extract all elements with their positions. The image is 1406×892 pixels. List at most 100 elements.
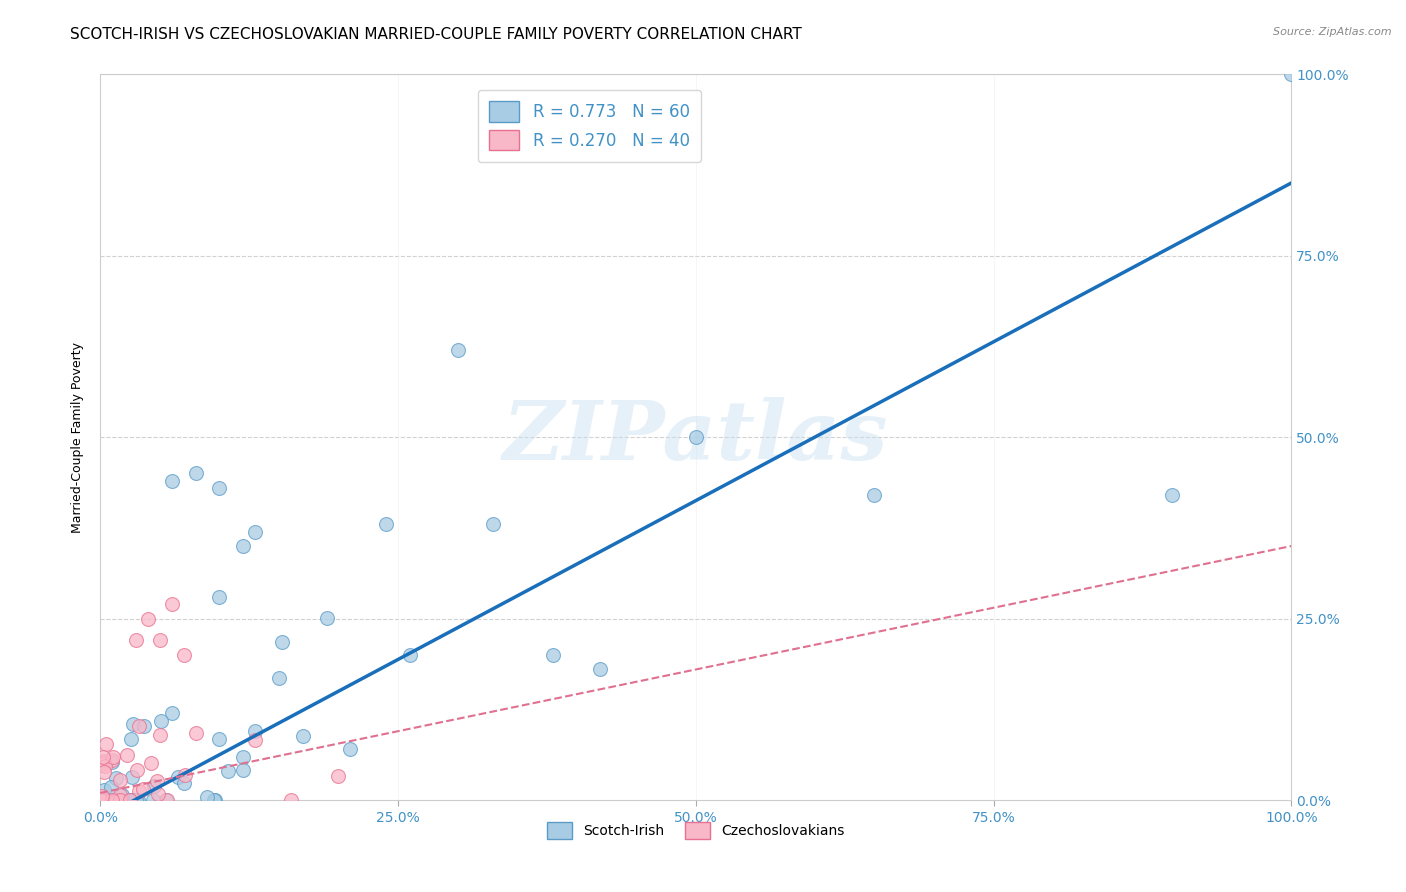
- Point: [107, 793, 129, 807]
- Point: [142, 793, 165, 807]
- Point: [315, 611, 337, 625]
- Point: [94, 793, 117, 807]
- Point: [124, 793, 146, 807]
- Point: [101, 793, 124, 807]
- Point: [93, 793, 115, 807]
- Point: [146, 773, 169, 788]
- Point: [100, 753, 122, 767]
- Point: [108, 793, 131, 807]
- Point: [399, 648, 422, 662]
- Point: [117, 793, 139, 807]
- Point: [232, 539, 254, 553]
- Point: [112, 793, 135, 807]
- Point: [243, 733, 266, 747]
- Point: [101, 750, 124, 764]
- Point: [232, 763, 254, 777]
- Point: [173, 775, 195, 789]
- Point: [589, 663, 612, 677]
- Point: [90, 789, 112, 803]
- Point: [160, 597, 183, 611]
- Point: [160, 474, 183, 488]
- Point: [93, 783, 115, 797]
- Point: [863, 488, 886, 502]
- Point: [204, 793, 226, 807]
- Point: [96, 793, 118, 807]
- Point: [111, 793, 134, 807]
- Text: Source: ZipAtlas.com: Source: ZipAtlas.com: [1274, 27, 1392, 37]
- Point: [93, 793, 115, 807]
- Point: [291, 729, 314, 743]
- Point: [146, 787, 169, 801]
- Point: [93, 756, 115, 770]
- Point: [208, 481, 231, 495]
- Point: [173, 648, 195, 662]
- Point: [139, 756, 162, 770]
- Point: [208, 590, 231, 604]
- Point: [280, 793, 302, 807]
- Point: [131, 781, 153, 796]
- Point: [243, 723, 266, 738]
- Point: [132, 719, 155, 733]
- Point: [136, 612, 159, 626]
- Point: [117, 747, 139, 762]
- Text: SCOTCH-IRISH VS CZECHOSLOVAKIAN MARRIED-COUPLE FAMILY POVERTY CORRELATION CHART: SCOTCH-IRISH VS CZECHOSLOVAKIAN MARRIED-…: [70, 27, 801, 42]
- Point: [118, 793, 141, 807]
- Point: [217, 764, 239, 779]
- Point: [121, 771, 143, 785]
- Point: [267, 671, 290, 685]
- Point: [90, 793, 112, 807]
- Point: [93, 764, 115, 779]
- Point: [90, 793, 112, 807]
- Point: [149, 728, 172, 742]
- Point: [339, 742, 361, 756]
- Point: [100, 756, 122, 770]
- Point: [174, 768, 197, 782]
- Point: [94, 758, 117, 772]
- Point: [162, 706, 184, 721]
- Point: [184, 467, 207, 481]
- Point: [104, 793, 127, 807]
- Point: [93, 754, 115, 768]
- Point: [108, 772, 131, 787]
- Point: [208, 731, 231, 746]
- Point: [128, 783, 150, 797]
- Y-axis label: Married-Couple Family Poverty: Married-Couple Family Poverty: [72, 342, 84, 533]
- Point: [118, 793, 141, 807]
- Point: [166, 771, 188, 785]
- Point: [91, 750, 114, 764]
- Point: [155, 793, 177, 807]
- Point: [105, 793, 128, 807]
- Point: [1279, 67, 1302, 81]
- Point: [197, 789, 219, 804]
- Point: [111, 788, 134, 802]
- Point: [94, 737, 117, 751]
- Point: [446, 343, 468, 357]
- Point: [100, 780, 122, 794]
- Point: [90, 793, 112, 807]
- Point: [541, 648, 564, 662]
- Text: ZIPatlas: ZIPatlas: [503, 397, 889, 477]
- Point: [204, 793, 226, 807]
- Point: [125, 793, 148, 807]
- Point: [150, 714, 173, 728]
- Point: [149, 633, 172, 648]
- Point: [120, 731, 142, 746]
- Point: [90, 758, 112, 772]
- Point: [143, 779, 166, 793]
- Legend: Scotch-Irish, Czechoslovakians: Scotch-Irish, Czechoslovakians: [541, 816, 851, 844]
- Point: [232, 750, 254, 764]
- Point: [127, 764, 149, 778]
- Point: [156, 793, 179, 807]
- Point: [184, 725, 207, 739]
- Point: [128, 718, 150, 732]
- Point: [328, 769, 350, 783]
- Point: [375, 517, 398, 532]
- Point: [108, 788, 131, 802]
- Point: [1161, 488, 1184, 502]
- Point: [105, 771, 128, 785]
- Point: [120, 793, 142, 807]
- Point: [127, 793, 149, 807]
- Point: [122, 793, 145, 807]
- Point: [271, 635, 294, 649]
- Point: [100, 793, 122, 807]
